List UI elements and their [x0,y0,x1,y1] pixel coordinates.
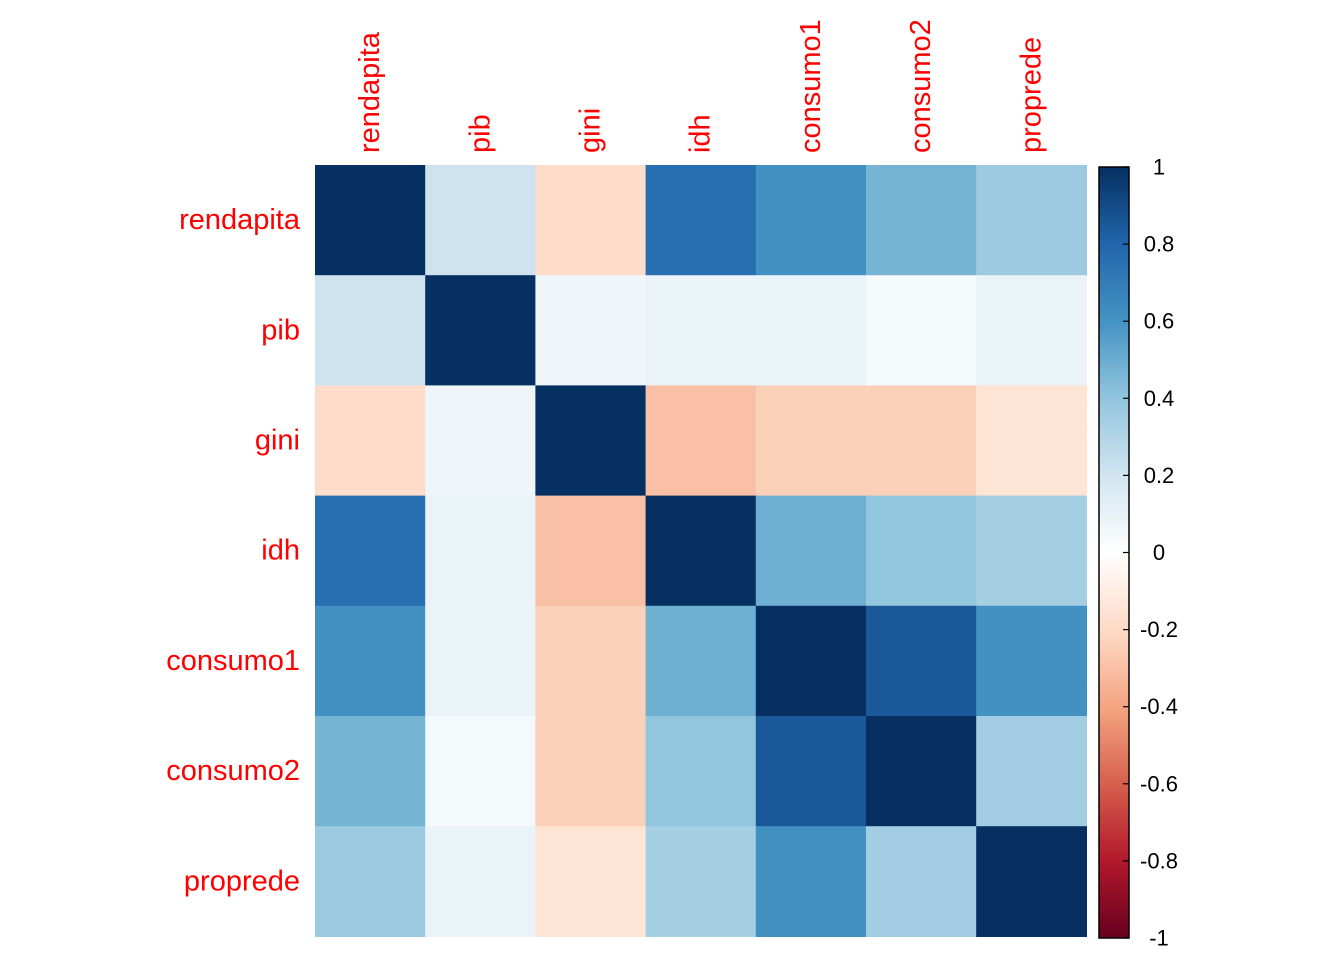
heatmap-cell-proprede-proprede [976,826,1087,937]
heatmap-cell-gini-consumo2 [866,385,977,497]
colorbar-tick-label: 0.8 [1144,232,1175,257]
row-label-rendapita: rendapita [179,204,301,236]
heatmap-cell-consumo2-idh [645,716,757,827]
heatmap-cell-proprede-consumo2 [866,826,977,937]
row-labels: rendapita pib gini idh consumo1 consumo2 propr… [166,204,301,897]
column-label-consumo2: consumo2 [905,19,937,153]
heatmap-cell-rendapita-proprede [976,165,1087,276]
heatmap-cell-consumo1-consumo2 [866,605,977,717]
colorbar-tick-label: 0.4 [1144,386,1175,411]
column-label-idh: idh [685,114,717,153]
heatmap-cell-idh-idh [645,495,757,607]
column-label-proprede: proprede [1015,37,1047,153]
heatmap-cell-pib-rendapita [315,275,426,386]
colorbar-tick-label: 0 [1153,540,1165,565]
heatmap-cell-idh-gini [535,495,647,607]
colorbar: 1 0.8 0.6 0.4 0.2 0 -0.2 -0.4 -0.6 -0.8 -1 [1098,155,1178,951]
heatmap-cell-consumo2-pib [425,716,536,827]
heatmap-cell-proprede-rendapita [315,826,426,937]
column-label-pib: pib [464,114,496,153]
heatmap-cell-pib-gini [535,275,647,386]
heatmap-cell-rendapita-consumo1 [755,165,867,276]
column-label-consumo1: consumo1 [795,19,827,153]
heatmap-cell-idh-rendapita [315,495,426,607]
colorbar-tick-label: 0.2 [1144,463,1175,488]
heatmap-cell-consumo2-rendapita [315,716,426,827]
colorbar-tick-label: -0.2 [1140,617,1178,642]
heatmap-cell-gini-consumo1 [755,385,867,497]
heatmap-cell-consumo1-idh [645,605,757,717]
column-labels: rendapita pib gini idh consumo1 consumo2 propr… [354,19,1047,153]
heatmap-cells [315,165,1087,937]
colorbar-tick-label: -1 [1149,926,1169,951]
heatmap-cell-consumo1-pib [425,605,536,717]
row-label-consumo2: consumo2 [166,755,300,787]
heatmap-cell-rendapita-gini [535,165,647,276]
row-label-proprede: proprede [184,865,300,897]
heatmap-cell-gini-pib [425,385,536,497]
heatmap-cell-consumo1-proprede [976,605,1087,717]
heatmap-cell-consumo1-consumo1 [755,605,867,717]
heatmap-cell-rendapita-idh [645,165,757,276]
heatmap-cell-idh-consumo1 [755,495,867,607]
heatmap-cell-consumo2-proprede [976,716,1087,827]
heatmap-cell-gini-proprede [976,385,1087,497]
colorbar-tick-label: 0.6 [1144,309,1175,334]
heatmap-cell-rendapita-pib [425,165,536,276]
heatmap-cell-proprede-gini [535,826,647,937]
heatmap-cell-pib-consumo1 [755,275,867,386]
heatmap-cell-proprede-pib [425,826,536,937]
heatmap-cell-gini-gini [535,385,647,497]
row-label-consumo1: consumo1 [166,645,300,677]
colorbar-tick-label: -0.4 [1140,694,1178,719]
heatmap-cell-pib-consumo2 [866,275,977,386]
heatmap-cell-idh-consumo2 [866,495,977,607]
heatmap-cell-gini-idh [645,385,757,497]
row-label-pib: pib [261,314,300,346]
heatmap-cell-gini-rendapita [315,385,426,497]
column-label-rendapita: rendapita [354,31,386,153]
heatmap-cell-consumo2-consumo2 [866,716,977,827]
heatmap-cell-consumo2-gini [535,716,647,827]
heatmap-cell-pib-pib [425,275,536,386]
heatmap-cell-pib-idh [645,275,757,386]
heatmap-cell-consumo1-gini [535,605,647,717]
row-label-gini: gini [255,425,300,457]
colorbar-tick-label: 1 [1153,155,1165,180]
heatmap-cell-consumo1-rendapita [315,605,426,717]
heatmap-cell-rendapita-consumo2 [866,165,977,276]
colorbar-tick-label: -0.6 [1140,771,1178,796]
heatmap-cell-idh-pib [425,495,536,607]
heatmap-cell-consumo2-consumo1 [755,716,867,827]
colorbar-tick-label: -0.8 [1140,848,1178,873]
heatmap-cell-proprede-idh [645,826,757,937]
heatmap-cell-pib-proprede [976,275,1087,386]
column-label-gini: gini [575,108,607,153]
heatmap-cell-rendapita-rendapita [315,165,426,276]
heatmap-cell-idh-proprede [976,495,1087,607]
row-label-idh: idh [261,535,300,567]
heatmap-cell-proprede-consumo1 [755,826,867,937]
